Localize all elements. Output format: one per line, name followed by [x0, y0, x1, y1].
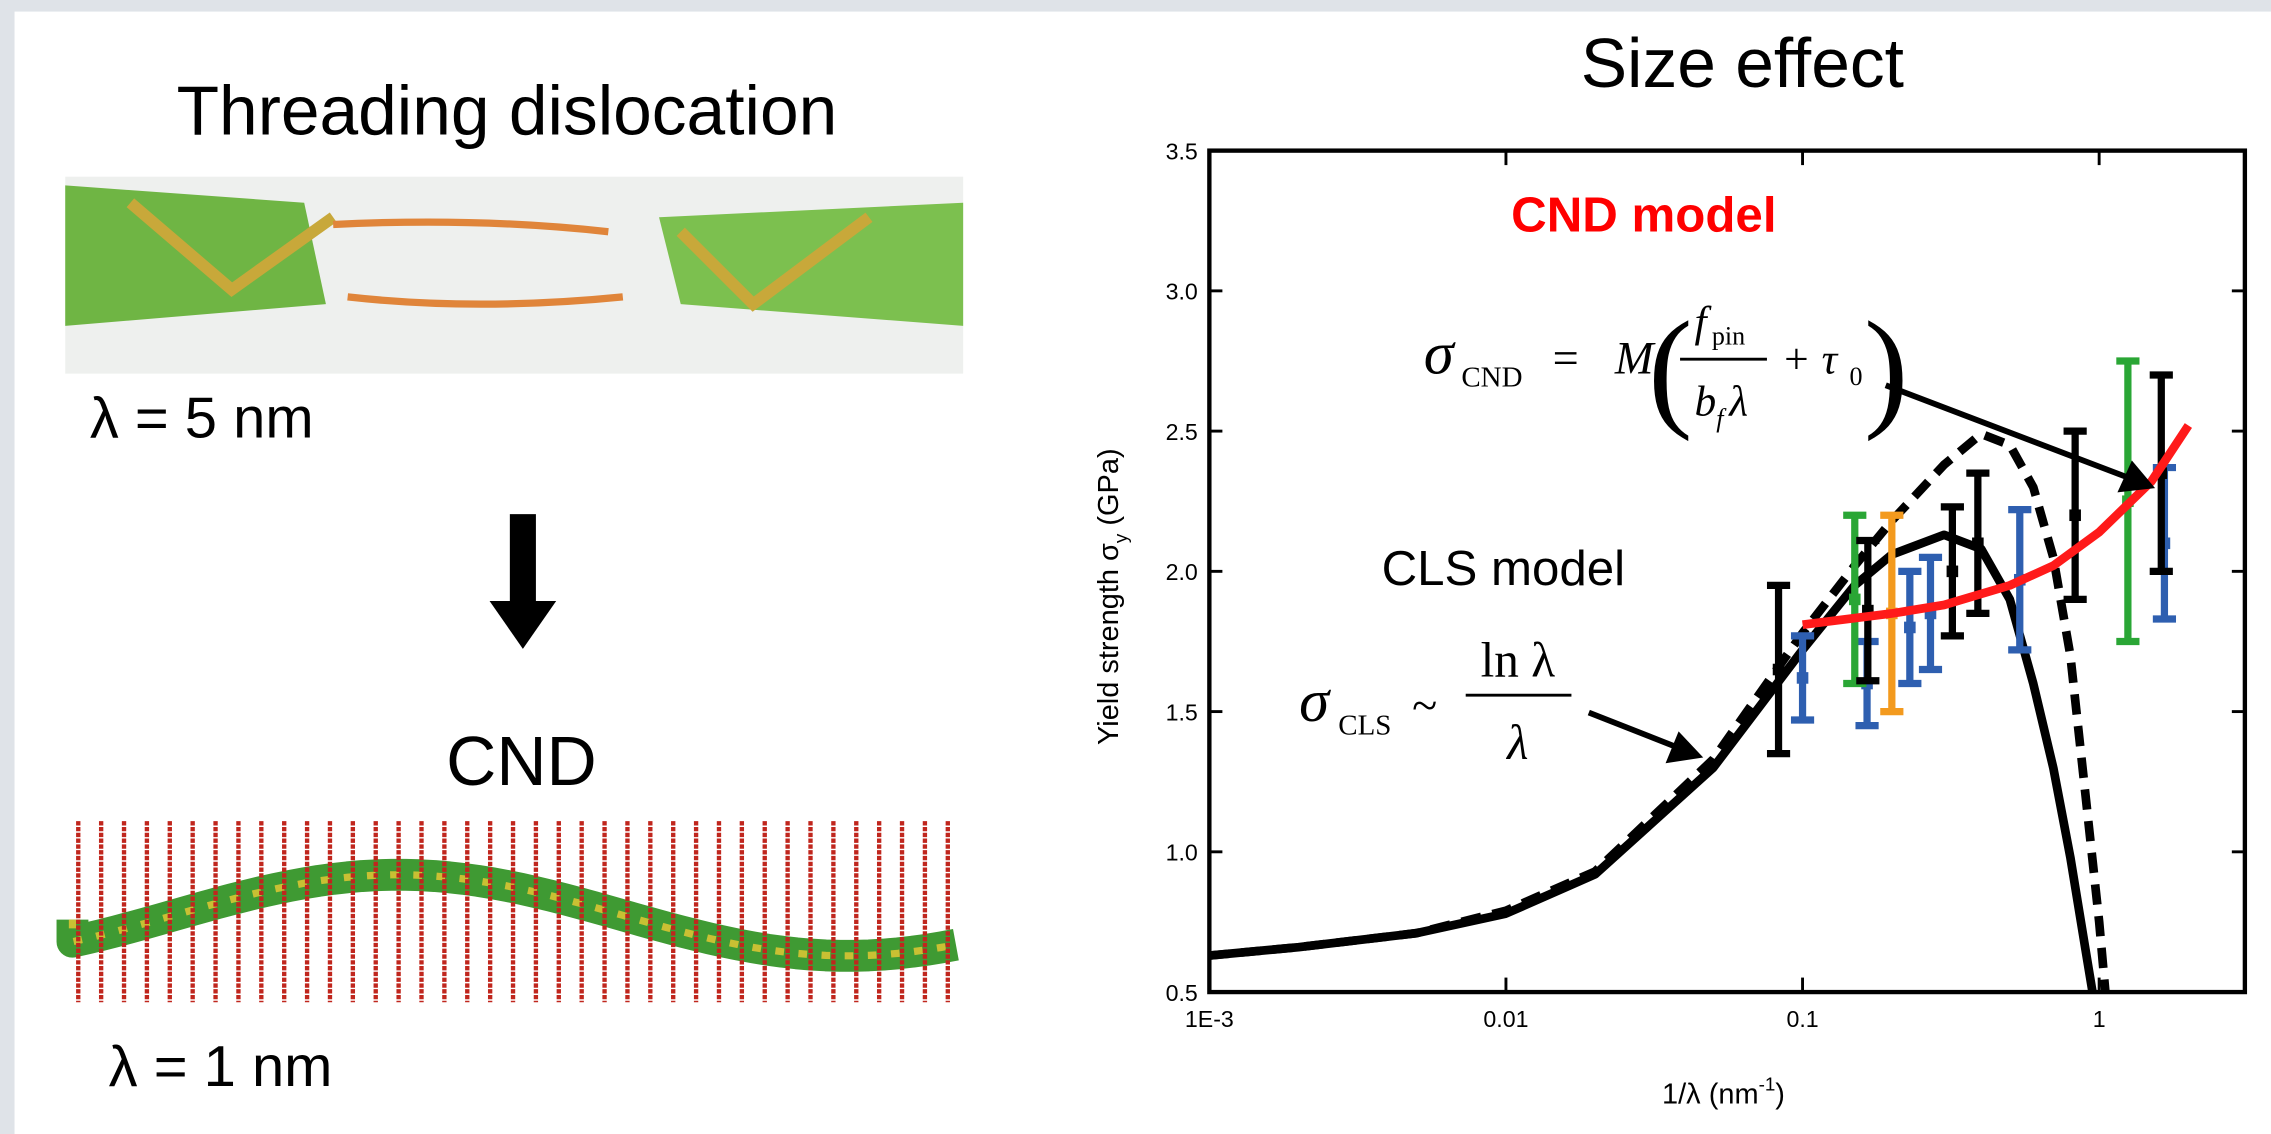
annotation: CLS model	[1382, 541, 1626, 596]
cnd-formula: σ CND = M ( f pin b f λ + τ 0 )	[1424, 294, 1909, 442]
y-tick-label: 1.0	[1166, 840, 1198, 866]
x-axis-label-end: )	[1775, 1079, 1785, 1111]
arrow-shaft	[1587, 709, 1679, 751]
y-tick-label: 2.0	[1166, 559, 1198, 585]
formula-num: ln λ	[1481, 632, 1556, 687]
formula-factor: M	[1614, 334, 1656, 385]
formula-den: b	[1695, 378, 1717, 426]
left-title: Threading dislocation	[177, 72, 838, 150]
error-bar-center	[1772, 663, 1785, 676]
cnd-title: CND	[446, 722, 597, 800]
error-bar-center	[1972, 537, 1984, 550]
x-axis-label-sup: -1	[1759, 1074, 1776, 1095]
error-bar-center	[1796, 672, 1809, 684]
arrow-head	[1665, 731, 1704, 764]
annotation: CND model	[1511, 188, 1776, 243]
threading-dislocation-image	[65, 176, 964, 374]
error-bar-center	[1848, 593, 1861, 606]
series-line	[1802, 423, 2193, 629]
formula-den: λ	[1505, 715, 1528, 770]
y-axis-label-sub: y	[1110, 533, 1131, 543]
error-bar-center	[1946, 565, 1959, 578]
formula-num-sub: pin	[1712, 322, 1745, 351]
formula-den-sub: f	[1716, 404, 1727, 433]
error-bar-center	[1924, 607, 1937, 620]
x-axis-label-text: 1/λ (nm	[1662, 1079, 1759, 1111]
error-bar-center	[1904, 621, 1916, 634]
y-tick-label: 0.5	[1166, 980, 1198, 1006]
plot: 0.5 1.0 1.5 2.0 2.5 3.0 3.5 1E-3 0.01 0.1 1	[1166, 138, 2245, 1032]
dislocation-line	[126, 198, 873, 312]
y-axis-label-end: (GPa)	[1093, 448, 1125, 533]
x-tick-label: 0.1	[1786, 1006, 1818, 1032]
arrow-head	[2117, 460, 2156, 493]
x-tick-label: 1E-3	[1185, 1006, 1234, 1032]
chart-title: Size effect	[1581, 24, 1904, 102]
formula-paren: )	[1864, 294, 1908, 442]
formula-sub: CND	[1461, 362, 1522, 394]
formula-symbol: σ	[1299, 668, 1331, 735]
formula-plus: + τ	[1781, 336, 1838, 384]
x-axis-label: 1/λ (nm-1)	[1662, 1074, 1785, 1111]
core-line	[68, 871, 957, 960]
formula-rel: ~	[1412, 681, 1437, 732]
dislocation-line	[332, 218, 624, 308]
lambda-label: λ = 1 nm	[109, 1035, 333, 1099]
formula-den-tail: λ	[1727, 378, 1748, 426]
formula-paren: (	[1648, 294, 1692, 442]
error-bar-center	[1862, 604, 1874, 617]
series-line	[1208, 429, 2110, 993]
lambda-label: λ = 5 nm	[90, 386, 314, 450]
y-tick-label: 3.0	[1166, 279, 1198, 305]
cnd-image	[56, 821, 959, 1003]
formula-sub: CLS	[1338, 709, 1391, 741]
y-tick-label: 1.5	[1166, 699, 1198, 725]
formula-symbol: σ	[1424, 321, 1456, 388]
arrow-head	[489, 601, 557, 649]
cls-formula: σ CLS ~ ln λ λ	[1299, 632, 1572, 770]
x-tick-label: 0.01	[1483, 1006, 1528, 1032]
formula-plus-sub: 0	[1850, 362, 1863, 391]
y-tick-label: 2.5	[1166, 419, 1198, 445]
y-tick-label: 3.5	[1166, 138, 1198, 164]
y-axis-label: Yield strength σy (GPa)	[1093, 448, 1131, 745]
x-tick-label: 1	[2093, 1006, 2106, 1032]
y-axis-label-text: Yield strength σ	[1093, 543, 1125, 745]
formula-eq: =	[1553, 334, 1579, 385]
arrow-shaft	[1884, 382, 2131, 481]
error-bar-center	[2069, 509, 2081, 522]
arrow-shaft	[509, 514, 536, 604]
